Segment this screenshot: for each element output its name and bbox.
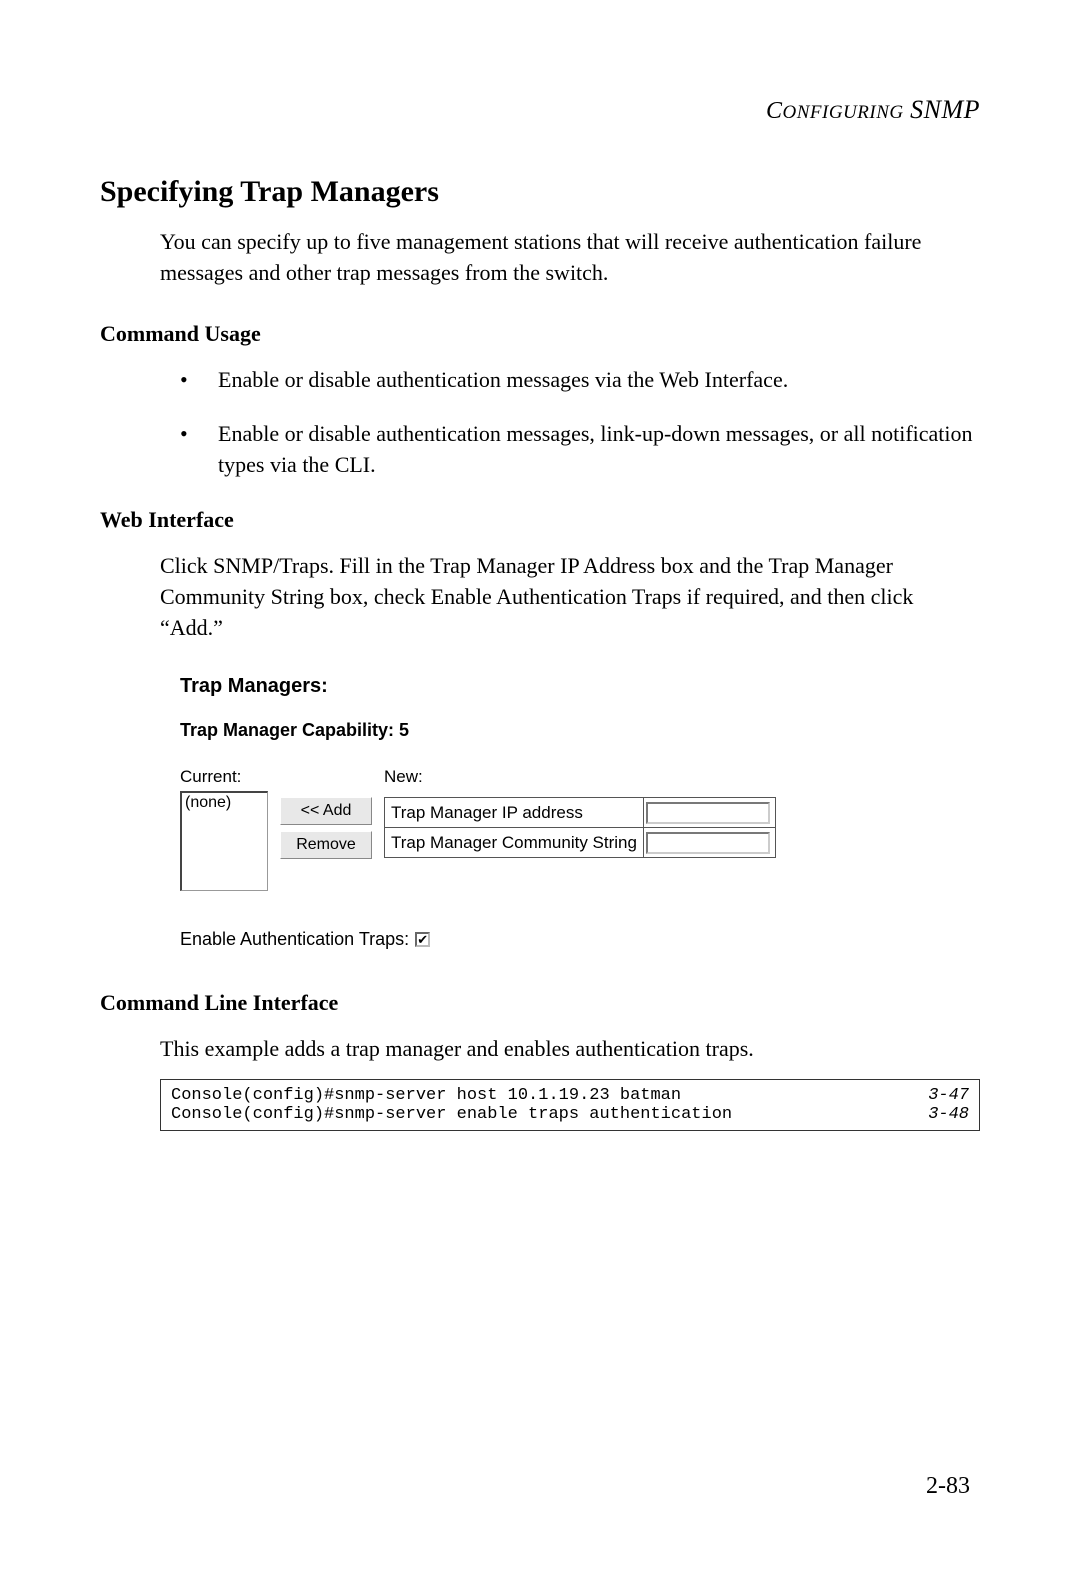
cli-example-box: Console(config)#snmp-server host 10.1.19… (160, 1079, 980, 1131)
page-number: 2-83 (926, 1473, 970, 1500)
community-string-input[interactable] (646, 832, 770, 854)
cli-ref: 3-47 (928, 1086, 969, 1105)
add-button[interactable]: << Add (280, 797, 372, 825)
capability-label: Trap Manager Capability: 5 (180, 720, 980, 741)
web-interface-heading: Web Interface (100, 507, 980, 533)
section-title: Specifying Trap Managers (100, 175, 980, 209)
web-interface-text: Click SNMP/Traps. Fill in the Trap Manag… (160, 551, 980, 643)
command-usage-heading: Command Usage (100, 321, 980, 347)
cli-ref: 3-48 (928, 1105, 969, 1124)
chapter-header: CONFIGURING SNMP (100, 95, 980, 125)
ip-address-label: Trap Manager IP address (385, 798, 644, 828)
ip-address-input[interactable] (646, 802, 770, 824)
cli-command: Console(config)#snmp-server enable traps… (171, 1105, 732, 1124)
community-string-label: Trap Manager Community String (385, 828, 644, 858)
trap-managers-ui: Trap Managers: Trap Manager Capability: … (180, 675, 980, 950)
intro-text: You can specify up to five management st… (160, 227, 980, 289)
current-label: Current: (180, 767, 268, 787)
cli-text: This example adds a trap manager and ena… (160, 1034, 980, 1065)
list-item: Enable or disable authentication message… (180, 419, 980, 481)
remove-button[interactable]: Remove (280, 831, 372, 859)
cli-command: Console(config)#snmp-server host 10.1.19… (171, 1086, 681, 1105)
current-listbox[interactable]: (none) (180, 791, 268, 891)
enable-auth-checkbox[interactable]: ✔ (415, 932, 430, 947)
cli-heading: Command Line Interface (100, 990, 980, 1016)
list-item: Enable or disable authentication message… (180, 365, 980, 396)
enable-auth-label: Enable Authentication Traps: (180, 929, 409, 950)
command-usage-list: Enable or disable authentication message… (180, 365, 980, 481)
new-label: New: (384, 767, 776, 787)
ui-title: Trap Managers: (180, 675, 980, 698)
